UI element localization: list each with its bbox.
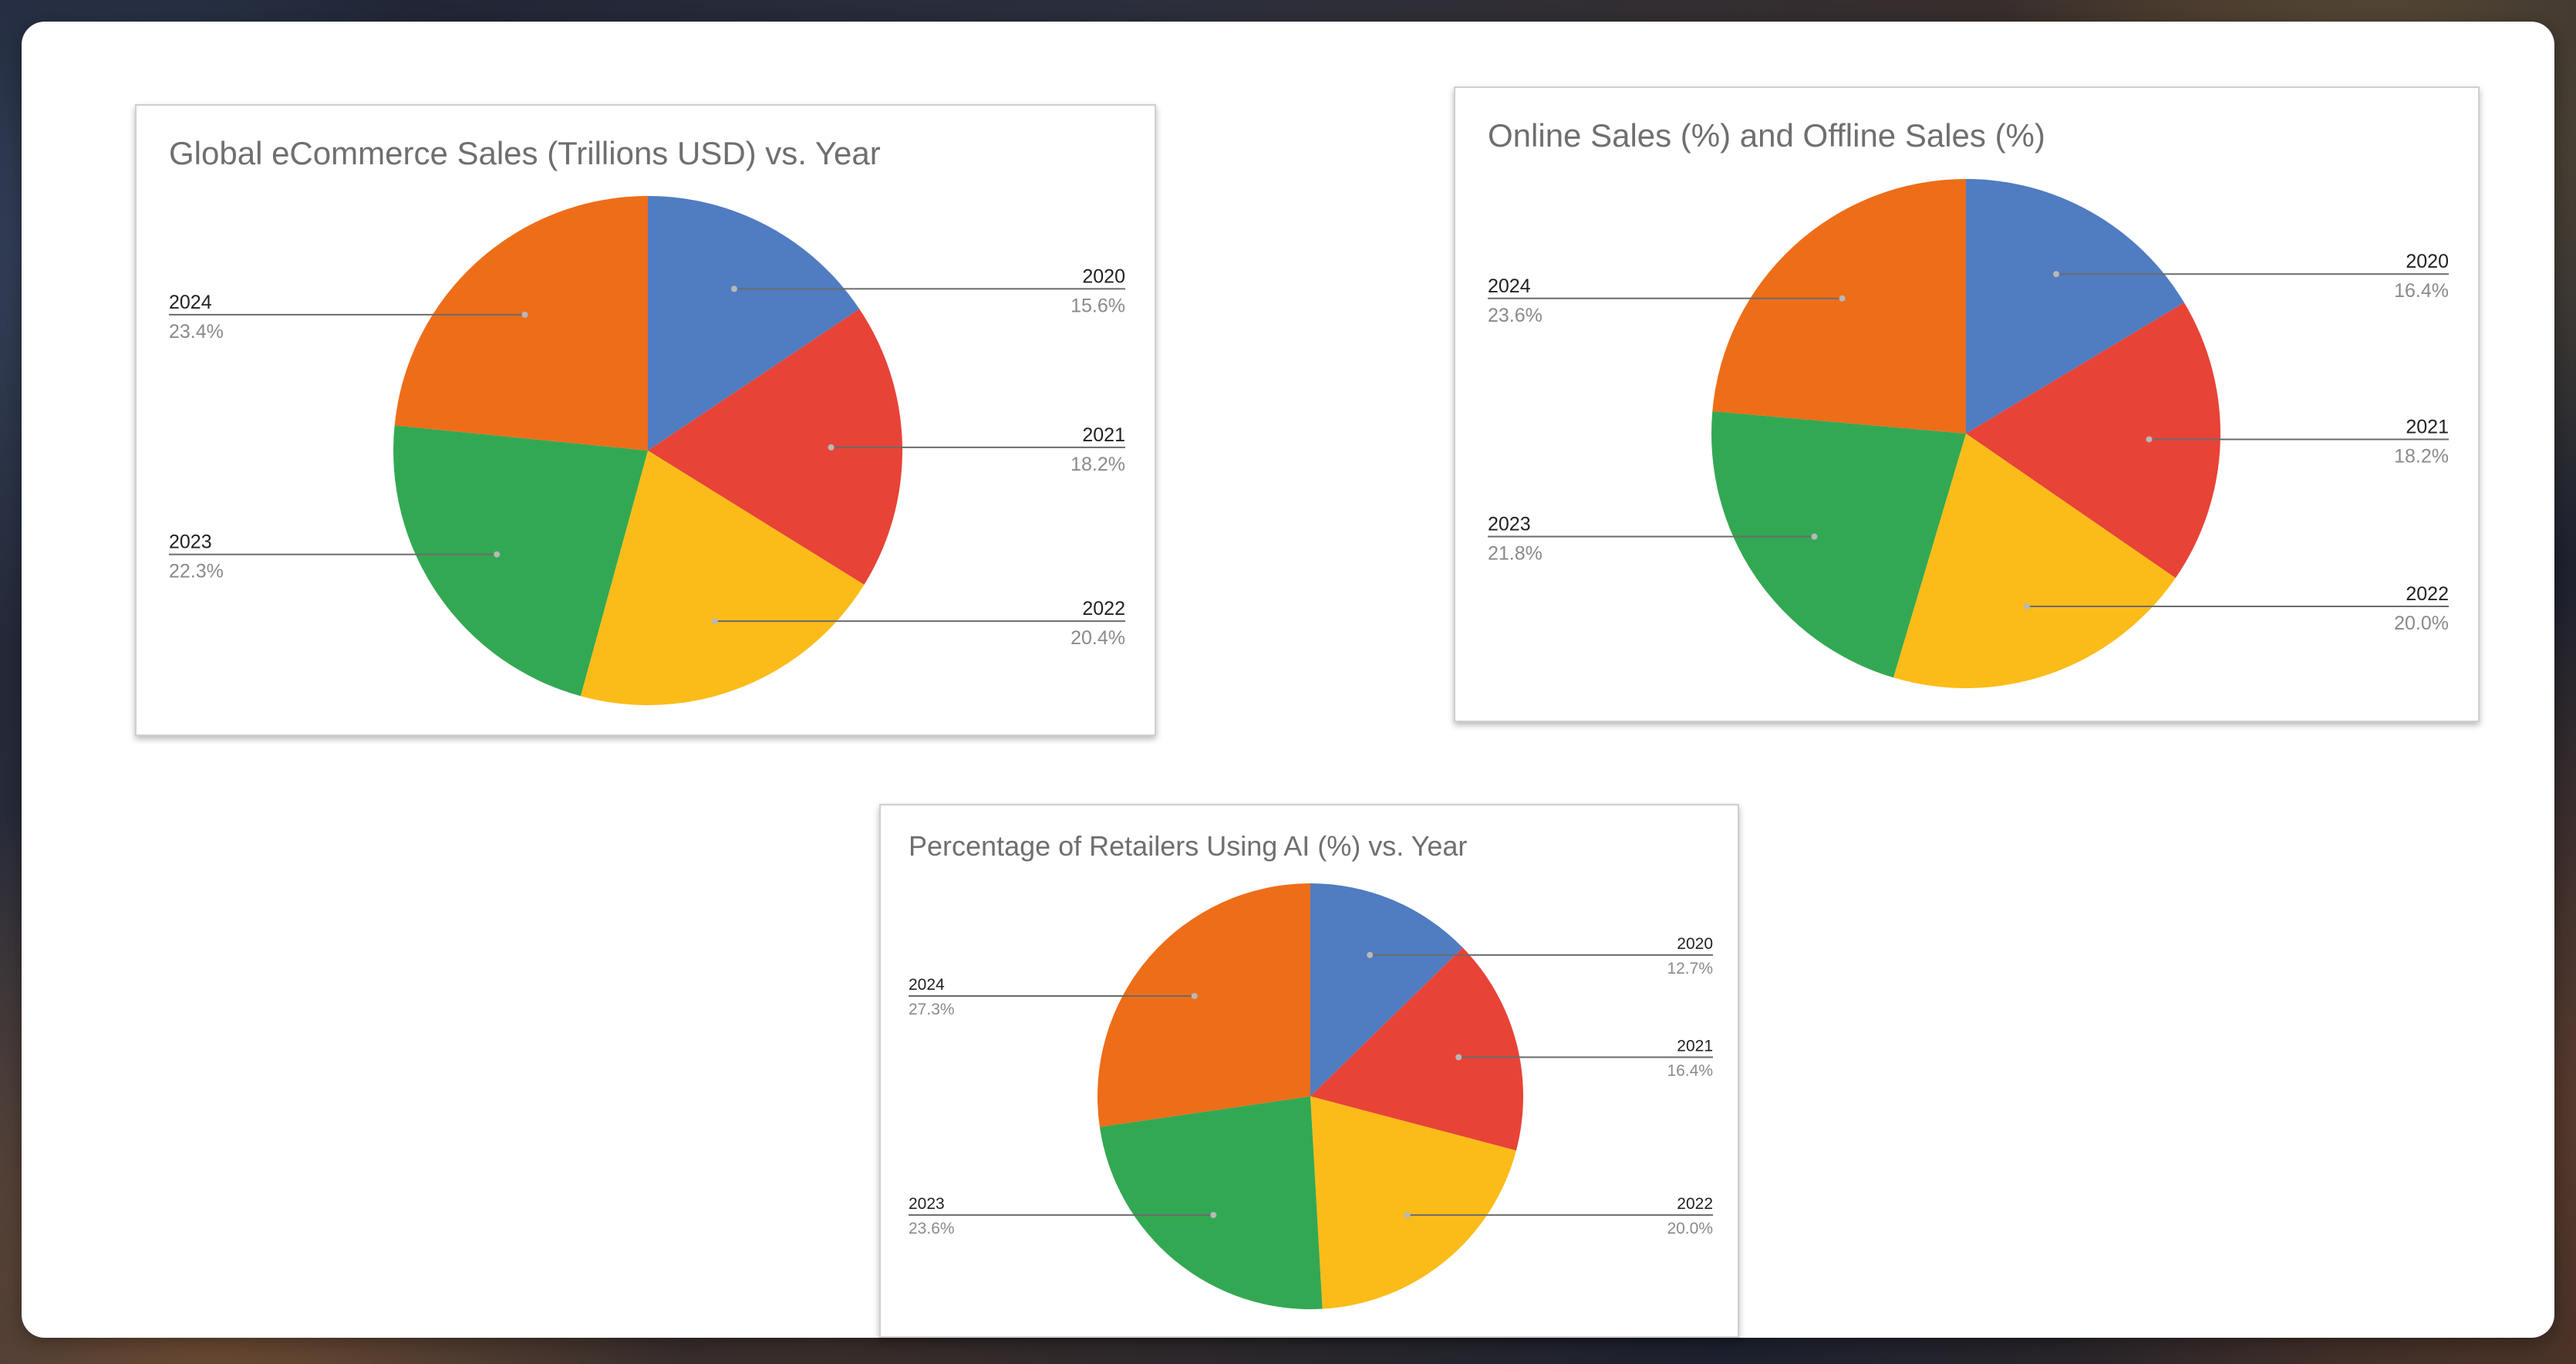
- slice-label-percent: 21.8%: [1488, 543, 1543, 565]
- slice-label-percent: 16.4%: [1667, 1062, 1713, 1079]
- slice-label-percent: 15.6%: [1071, 295, 1125, 316]
- slice-label-percent: 18.2%: [2394, 445, 2449, 467]
- slice-label-year: 2021: [1082, 424, 1125, 446]
- pie-slice-2023: [1711, 411, 1966, 678]
- pie-slice-2022: [1893, 434, 2176, 688]
- slice-label-percent: 23.6%: [1488, 305, 1543, 326]
- slice-label-percent: 22.3%: [169, 561, 224, 582]
- chart-retailers-using-ai: 2020 12.7% 2021 16.4% 2022 20.0% 2023 23.6% 2024…: [879, 804, 1739, 1338]
- slice-label-year: 2022: [1082, 598, 1125, 620]
- leader-dot: [1839, 295, 1846, 302]
- pie-slice-2021: [1966, 302, 2220, 579]
- content-card: 2020 15.6% 2021 18.2% 2022 20.4% 2023 22.3% 2024…: [22, 22, 2554, 1338]
- slice-label-percent: 23.4%: [169, 321, 224, 343]
- leader-dot: [711, 618, 718, 625]
- leader-dot: [828, 444, 835, 451]
- pie-slice-2022: [580, 451, 865, 705]
- pie-slice-2020: [648, 196, 860, 451]
- pie-slice-2020: [1310, 883, 1463, 1096]
- chart-title: Online Sales (%) and Offline Sales (%): [1488, 117, 2045, 154]
- leader-dot: [1811, 533, 1818, 540]
- leader-dot: [1191, 992, 1198, 999]
- leader-dot: [1367, 951, 1374, 958]
- pie-slice-2022: [1310, 1096, 1516, 1309]
- slice-labels: 2020 15.6% 2021 18.2% 2022 20.4% 2023 22.3% 2024…: [169, 265, 1125, 649]
- pie-chart-svg: 2020 16.4% 2021 18.2% 2022 20.0% 2023 21.8% 2024…: [1488, 179, 2449, 688]
- leader-dot: [521, 311, 528, 318]
- slice-label-percent: 23.6%: [909, 1220, 955, 1237]
- slice-label-year: 2024: [169, 292, 212, 313]
- leader-dot: [1404, 1211, 1411, 1218]
- slice-label-year: 2022: [1677, 1195, 1713, 1213]
- pie-chart-svg: 2020 12.7% 2021 16.4% 2022 20.0% 2023 23.6% 2024…: [909, 883, 1713, 1309]
- pie-slice-2020: [1966, 179, 2184, 434]
- slice-label-year: 2020: [1677, 935, 1713, 953]
- pie-slices: [1711, 179, 2220, 688]
- leader-dot: [2053, 271, 2060, 278]
- slice-label-year: 2021: [2406, 416, 2449, 437]
- slice-label-percent: 20.0%: [1667, 1220, 1713, 1237]
- leader-dot: [494, 551, 501, 558]
- chart-global-ecommerce-sales: 2020 15.6% 2021 18.2% 2022 20.4% 2023 22.3% 2024…: [135, 104, 1156, 736]
- slice-label-year: 2023: [909, 1195, 945, 1213]
- slice-label-year: 2020: [1082, 265, 1125, 287]
- slice-label-percent: 20.4%: [1071, 627, 1125, 649]
- slice-label-percent: 20.0%: [2394, 613, 2449, 634]
- slice-label-year: 2020: [2406, 251, 2449, 272]
- slice-label-percent: 27.3%: [909, 1001, 955, 1018]
- leader-dot: [1210, 1211, 1217, 1218]
- pie-slices: [393, 196, 902, 705]
- pie-slices: [1097, 883, 1523, 1309]
- pie-slice-2023: [1099, 1096, 1323, 1309]
- slice-label-percent: 16.4%: [2394, 280, 2449, 302]
- slice-label-year: 2023: [169, 532, 212, 553]
- leader-dot: [730, 285, 737, 292]
- pie-slice-2024: [394, 196, 648, 451]
- slice-label-percent: 12.7%: [1667, 960, 1713, 977]
- chart-online-offline-sales: 2020 16.4% 2021 18.2% 2022 20.0% 2023 21.8% 2024…: [1454, 86, 2480, 722]
- leader-dot: [1455, 1054, 1462, 1061]
- slice-label-year: 2022: [2406, 583, 2449, 605]
- pie-slice-2024: [1097, 883, 1310, 1127]
- slice-labels: 2020 16.4% 2021 18.2% 2022 20.0% 2023 21.8% 2024…: [1488, 251, 2449, 634]
- pie-slice-2024: [1712, 179, 1966, 434]
- pie-slice-2021: [648, 309, 902, 585]
- slice-label-year: 2021: [1677, 1037, 1713, 1055]
- leader-dot: [2146, 436, 2153, 443]
- slice-label-year: 2023: [1488, 514, 1531, 535]
- pie-slice-2023: [393, 425, 648, 697]
- pie-chart-svg: 2020 15.6% 2021 18.2% 2022 20.4% 2023 22.3% 2024…: [169, 196, 1125, 705]
- slice-label-year: 2024: [1488, 275, 1531, 297]
- pie-slice-2021: [1310, 947, 1523, 1151]
- slice-label-year: 2024: [909, 976, 945, 994]
- slice-label-percent: 18.2%: [1071, 454, 1125, 475]
- chart-title: Percentage of Retailers Using AI (%) vs.…: [909, 830, 1468, 862]
- chart-title: Global eCommerce Sales (Trillions USD) v…: [169, 135, 881, 171]
- leader-dot: [2024, 603, 2031, 610]
- slice-labels: 2020 12.7% 2021 16.4% 2022 20.0% 2023 23.6% 2024…: [909, 935, 1713, 1237]
